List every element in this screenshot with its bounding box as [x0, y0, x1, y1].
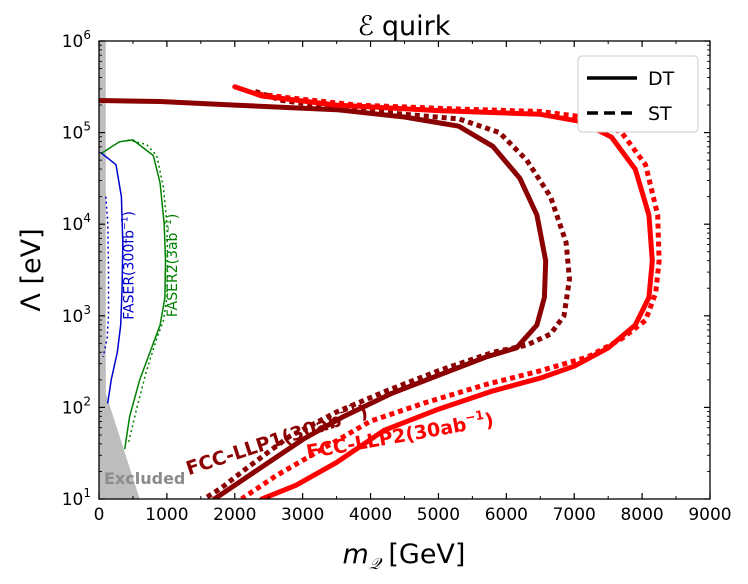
series-line-fcc-llp1-st [202, 89, 572, 499]
x-tick-label: 6000 [485, 505, 528, 525]
y-tick-label: 104 [62, 211, 91, 235]
series-line-fcc-llp1-dt [99, 98, 549, 499]
y-tick-label: 101 [62, 486, 91, 510]
series-line-fcc-llp2-dt [232, 84, 655, 499]
series-line-faser2-dt [101, 139, 167, 450]
x-tick-label: 1000 [145, 505, 188, 525]
x-tick-label: 9000 [688, 505, 731, 525]
title-symbol: ℰ [358, 11, 374, 42]
y-tick-label: 102 [62, 394, 91, 418]
series-line-faser-dt [100, 152, 124, 404]
y-tick-label: 106 [62, 28, 91, 52]
excluded-region-band [99, 41, 106, 499]
x-tick-label: 3000 [281, 505, 324, 525]
x-tick-label: 7000 [553, 505, 596, 525]
legend-label-st: ST [648, 103, 672, 125]
x-tick-label: 0 [94, 505, 105, 525]
x-tick-label: 5000 [417, 505, 460, 525]
y-axis-title: Λ [eV] [16, 228, 47, 311]
legend-box [577, 55, 699, 133]
legend-label-dt: DT [648, 68, 675, 90]
excluded-region-triangle [99, 384, 140, 499]
x-tick-label: 2000 [213, 505, 256, 525]
series-line-faser-st [102, 196, 110, 358]
curve-label-1: FASER2(3ab−1) [164, 214, 181, 317]
legend: DT ST [577, 55, 699, 133]
excluded-label: Excluded [104, 469, 185, 488]
series-layer [99, 84, 662, 499]
x-tick-label: 8000 [620, 505, 663, 525]
series-line-faser2-st [127, 139, 169, 445]
tick-layer: 0 1000 2000 3000 4000 5000 6000 7000 8000 9000 101… [62, 28, 732, 525]
y-tick-label: 103 [62, 303, 91, 327]
x-tick-label: 4000 [349, 505, 392, 525]
x-axis-title: m𝒬 [GeV] [343, 539, 466, 573]
annotation-layer: FASER(300fb−1)FASER2(3ab−1)FCC-LLP1(30ab… [120, 211, 495, 480]
title-text: quirk [382, 11, 451, 42]
curve-label-0: FASER(300fb−1) [120, 211, 137, 320]
y-tick-label: 105 [62, 120, 91, 144]
